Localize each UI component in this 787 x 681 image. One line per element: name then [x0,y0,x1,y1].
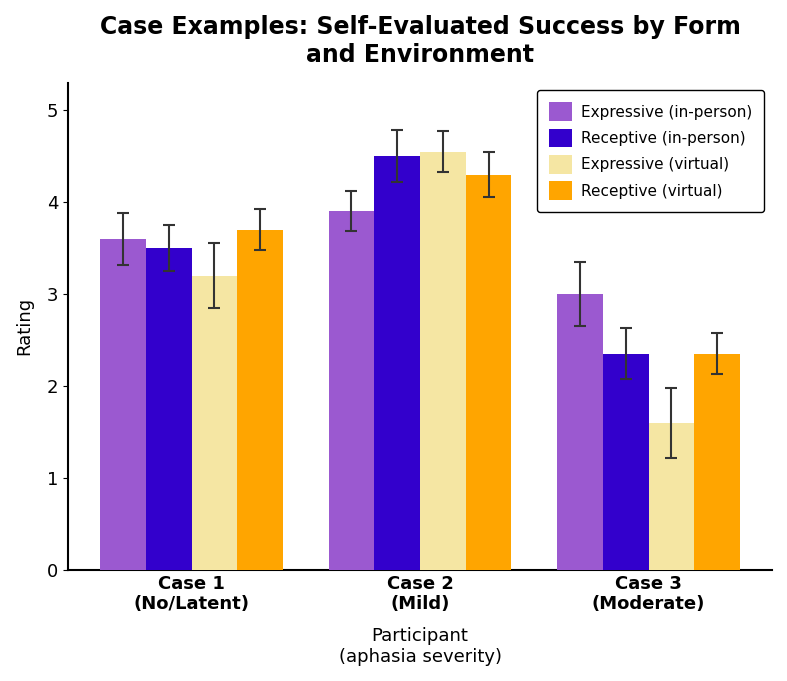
X-axis label: Participant
(aphasia severity): Participant (aphasia severity) [338,627,501,666]
Bar [420,152,466,569]
Bar [329,211,375,569]
Bar [237,229,283,569]
Title: Case Examples: Self-Evaluated Success by Form
and Environment: Case Examples: Self-Evaluated Success by… [100,15,741,67]
Bar [603,353,648,569]
Bar [557,294,603,569]
Bar [466,174,512,569]
Bar [375,156,420,569]
Bar [100,239,146,569]
Bar [648,423,694,569]
Bar [694,353,740,569]
Bar [146,248,191,569]
Bar [191,276,237,569]
Y-axis label: Rating: Rating [15,297,33,355]
Legend: Expressive (in-person), Receptive (in-person), Expressive (virtual), Receptive (: Expressive (in-person), Receptive (in-pe… [537,91,764,212]
